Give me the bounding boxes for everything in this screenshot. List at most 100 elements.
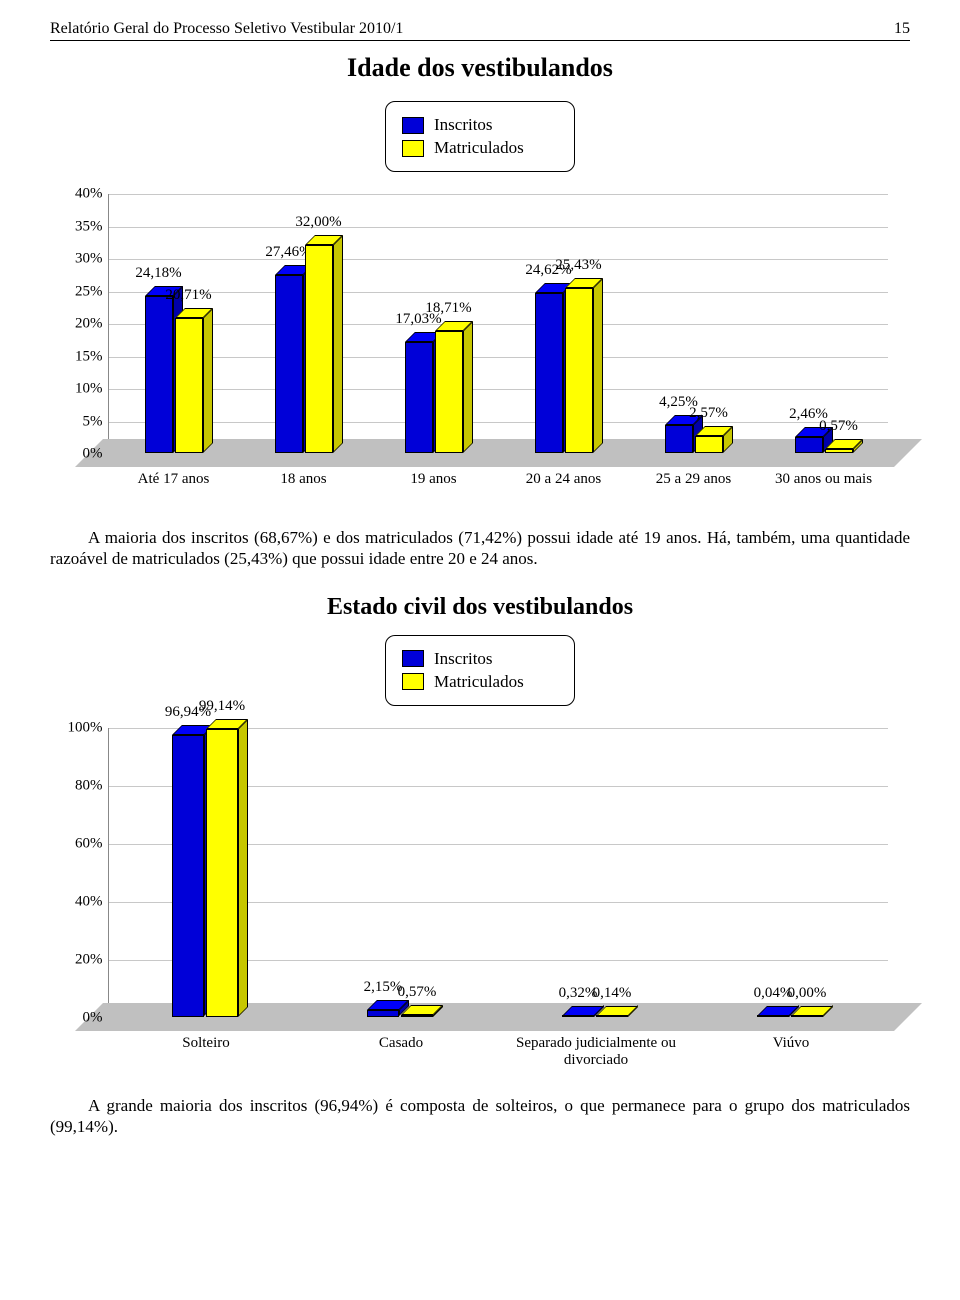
y-axis-label: 15% <box>75 348 109 365</box>
x-axis-label: 25 a 29 anos <box>631 453 757 488</box>
bar-inscritos: 0,32% <box>562 1016 594 1017</box>
header-title: Relatório Geral do Processo Seletivo Ves… <box>50 20 403 38</box>
x-axis-label: Até 17 anos <box>111 453 237 488</box>
section2-caption: A grande maioria dos inscritos (96,94%) … <box>50 1095 910 1138</box>
bar-inscritos: 24,62% <box>535 293 563 453</box>
gridline <box>109 357 888 358</box>
gridline <box>109 422 888 423</box>
legend-label: Matriculados <box>434 138 524 158</box>
legend-label: Matriculados <box>434 672 524 692</box>
gridline <box>109 259 888 260</box>
y-axis-label: 35% <box>75 218 109 235</box>
bar-inscritos: 0,04% <box>757 1016 789 1017</box>
bar-group: 24,62%25,43% <box>534 288 594 453</box>
gridline <box>109 292 888 293</box>
bar-matriculados: 0,00% <box>791 1016 823 1017</box>
x-axis-label: 30 anos ou mais <box>761 453 887 488</box>
gridline <box>109 389 888 390</box>
x-axis-label: 20 a 24 anos <box>501 453 627 488</box>
bar-matriculados: 25,43% <box>565 288 593 453</box>
legend-swatch-matriculados <box>402 673 424 690</box>
legend-item: Matriculados <box>402 138 558 158</box>
legend-swatch-inscritos <box>402 650 424 667</box>
gridline <box>109 324 888 325</box>
gridline <box>109 227 888 228</box>
section2-legend: Inscritos Matriculados <box>385 635 575 706</box>
plot-area: 0%5%10%15%20%25%30%35%40%24,18%20,71%Até… <box>108 194 888 454</box>
bar-group: 4,25%2,57% <box>664 425 724 453</box>
bar-value-label: 24,18% <box>135 265 181 282</box>
legend-label: Inscritos <box>434 115 493 135</box>
y-axis-label: 25% <box>75 283 109 300</box>
chart-estado-civil: 0%20%40%60%80%100%96,94%99,14%Solteiro2,… <box>53 728 908 1073</box>
y-axis-label: 0% <box>83 446 109 463</box>
bar-group: 0,32%0,14% <box>561 1016 631 1017</box>
legend-item: Inscritos <box>402 649 558 669</box>
bar-matriculados: 99,14% <box>206 729 238 1017</box>
bar-inscritos: 2,15% <box>367 1010 399 1016</box>
bar-matriculados: 32,00% <box>305 245 333 453</box>
bar-group: 96,94%99,14% <box>171 729 241 1017</box>
bar-value-label: 0,04% <box>754 985 793 1002</box>
bar-value-label: 0,00% <box>788 985 827 1002</box>
bar-value-label: 0,57% <box>819 418 858 435</box>
bar-value-label: 0,57% <box>398 984 437 1001</box>
bar-value-label: 2,15% <box>364 979 403 996</box>
x-axis-label: 19 anos <box>371 453 497 488</box>
bar-matriculados: 2,57% <box>695 436 723 453</box>
bar-group: 2,15%0,57% <box>366 1010 436 1016</box>
bar-inscritos: 4,25% <box>665 425 693 453</box>
bar-matriculados: 20,71% <box>175 318 203 453</box>
x-axis-label: Solteiro <box>111 1017 302 1052</box>
bar-matriculados: 0,57% <box>401 1015 433 1017</box>
chart-idade: 0%5%10%15%20%25%30%35%40%24,18%20,71%Até… <box>53 194 908 509</box>
bar-value-label: 32,00% <box>295 214 341 231</box>
x-axis-label: 18 anos <box>241 453 367 488</box>
y-axis-label: 80% <box>75 777 109 794</box>
legend-label: Inscritos <box>434 649 493 669</box>
y-axis-label: 40% <box>75 186 109 203</box>
bar-value-label: 99,14% <box>199 698 245 715</box>
x-axis-label: Casado <box>306 1017 497 1052</box>
bar-value-label: 18,71% <box>425 300 471 317</box>
bar-value-label: 2,57% <box>689 405 728 422</box>
y-axis-label: 60% <box>75 835 109 852</box>
page-header: Relatório Geral do Processo Seletivo Ves… <box>50 20 910 41</box>
bar-matriculados: 18,71% <box>435 331 463 453</box>
x-axis-label: Viúvo <box>696 1017 887 1052</box>
gridline <box>109 194 888 195</box>
legend-swatch-matriculados <box>402 140 424 157</box>
bar-value-label: 0,32% <box>559 985 598 1002</box>
section1-title: Idade dos vestibulandos <box>50 53 910 83</box>
bar-value-label: 0,14% <box>593 985 632 1002</box>
y-axis-label: 100% <box>68 719 109 736</box>
bar-group: 24,18%20,71% <box>144 296 204 453</box>
y-axis-label: 40% <box>75 893 109 910</box>
y-axis-label: 0% <box>83 1009 109 1026</box>
y-axis-label: 10% <box>75 381 109 398</box>
plot-area: 0%20%40%60%80%100%96,94%99,14%Solteiro2,… <box>108 728 888 1018</box>
bar-group: 2,46%0,57% <box>794 437 854 453</box>
page-number: 15 <box>894 20 910 38</box>
legend-item: Inscritos <box>402 115 558 135</box>
bar-inscritos: 2,46% <box>795 437 823 453</box>
y-axis-label: 20% <box>75 316 109 333</box>
bar-value-label: 25,43% <box>555 257 601 274</box>
bar-inscritos: 24,18% <box>145 296 173 453</box>
bar-group: 27,46%32,00% <box>274 245 334 453</box>
bar-inscritos: 27,46% <box>275 275 303 453</box>
bar-matriculados: 0,57% <box>825 449 853 453</box>
section1-legend: Inscritos Matriculados <box>385 101 575 172</box>
section1-caption: A maioria dos inscritos (68,67%) e dos m… <box>50 527 910 570</box>
bar-inscritos: 96,94% <box>172 735 204 1016</box>
bar-group: 17,03%18,71% <box>404 331 464 453</box>
section2-title: Estado civil dos vestibulandos <box>50 594 910 621</box>
bar-inscritos: 17,03% <box>405 342 433 453</box>
y-axis-label: 5% <box>83 413 109 430</box>
y-axis-label: 30% <box>75 251 109 268</box>
x-axis-label: Separado judicialmente ou divorciado <box>501 1017 692 1069</box>
bar-matriculados: 0,14% <box>596 1016 628 1017</box>
page: Relatório Geral do Processo Seletivo Ves… <box>0 0 960 1173</box>
legend-item: Matriculados <box>402 672 558 692</box>
bar-group: 0,04%0,00% <box>756 1016 826 1017</box>
